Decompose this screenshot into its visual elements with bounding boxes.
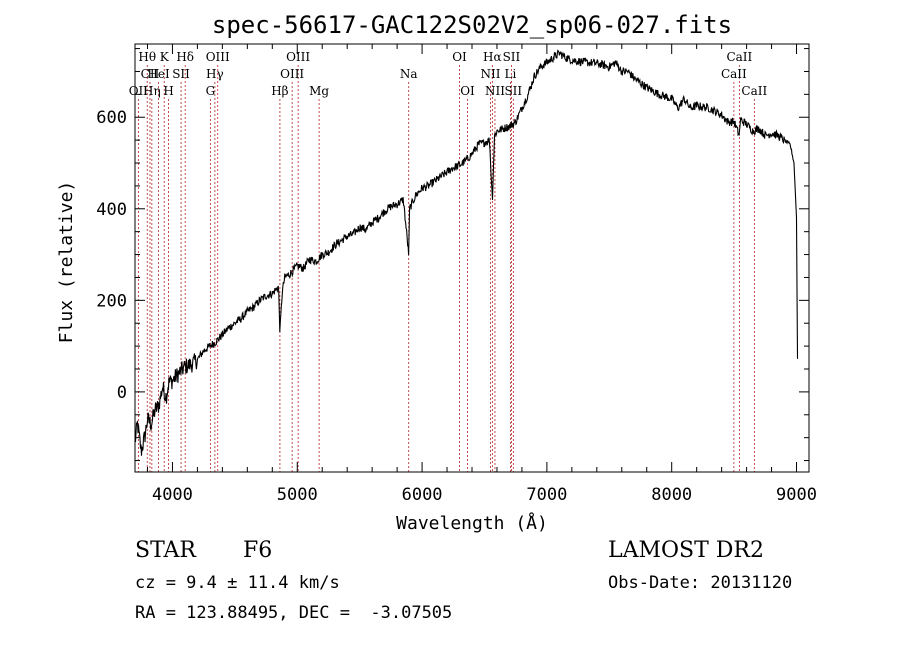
line-label-23: SII xyxy=(503,50,521,64)
line-label-19: NII xyxy=(480,67,500,81)
chart-title: spec-56617-GAC122S02V2_sp06-027.fits xyxy=(212,11,732,39)
line-label-16: Na xyxy=(400,67,418,81)
line-label-4: HeI xyxy=(147,67,170,81)
object-subclass: F6 xyxy=(243,538,273,563)
x-tick-label-5: 9000 xyxy=(776,485,817,505)
line-label-25: CaII xyxy=(721,67,747,81)
line-label-9: G xyxy=(206,84,216,98)
line-label-7: SII xyxy=(172,67,190,81)
line-label-18: OI xyxy=(460,84,475,98)
x-tick-label-4: 8000 xyxy=(651,485,692,505)
line-label-15: Mg xyxy=(309,84,329,98)
line-label-11: OIII xyxy=(206,50,230,64)
survey-label: LAMOST DR2 xyxy=(608,538,764,563)
line-label-22: Li xyxy=(505,67,517,81)
line-label-1: CII xyxy=(141,67,160,81)
x-tick-label-0: 4000 xyxy=(152,485,193,505)
line-label-6: H xyxy=(163,84,173,98)
line-label-12: Hβ xyxy=(271,84,288,98)
x-tick-label-3: 7000 xyxy=(526,485,567,505)
obs-date-text: Obs-Date: 20131120 xyxy=(608,573,793,593)
line-label-13: OIII xyxy=(280,67,304,81)
line-label-0: Hθ xyxy=(138,50,156,64)
coordinates-text: RA = 123.88495, DEC = -3.07505 xyxy=(135,603,453,623)
x-axis-label: Wavelength (Å) xyxy=(396,512,548,534)
y-tick-label-0: 0 xyxy=(117,383,127,403)
x-tick-label-1: 5000 xyxy=(277,485,318,505)
y-tick-label-2: 400 xyxy=(96,200,127,220)
line-label-10: Hγ xyxy=(206,67,224,81)
line-label-20: Hα xyxy=(483,50,502,64)
line-label-21: NII xyxy=(485,84,505,98)
spectrum-line xyxy=(134,49,799,456)
x-tick-label-2: 6000 xyxy=(402,485,443,505)
spectral-line-markers xyxy=(137,65,755,472)
line-label-26: CaII xyxy=(726,50,752,64)
object-class: STAR xyxy=(135,538,196,563)
y-axis-label: Flux (relative) xyxy=(56,181,77,344)
line-label-24: SII xyxy=(504,84,522,98)
y-tick-label-1: 200 xyxy=(96,291,127,311)
y-tick-label-3: 600 xyxy=(96,108,127,128)
line-label-27: CaII xyxy=(741,84,767,98)
line-label-17: OI xyxy=(452,50,467,64)
line-label-2: OII xyxy=(129,84,149,98)
line-label-5: K xyxy=(160,50,170,64)
line-label-8: Hδ xyxy=(176,50,194,64)
line-label-3: Hη xyxy=(143,84,161,98)
y-axis-ticks: 0 200 400 600 xyxy=(96,48,809,462)
redshift-text: cz = 9.4 ± 11.4 km/s xyxy=(135,573,340,593)
line-label-14: OIII xyxy=(286,50,310,64)
x-axis-ticks: 4000 5000 6000 7000 8000 9000 xyxy=(146,44,817,505)
